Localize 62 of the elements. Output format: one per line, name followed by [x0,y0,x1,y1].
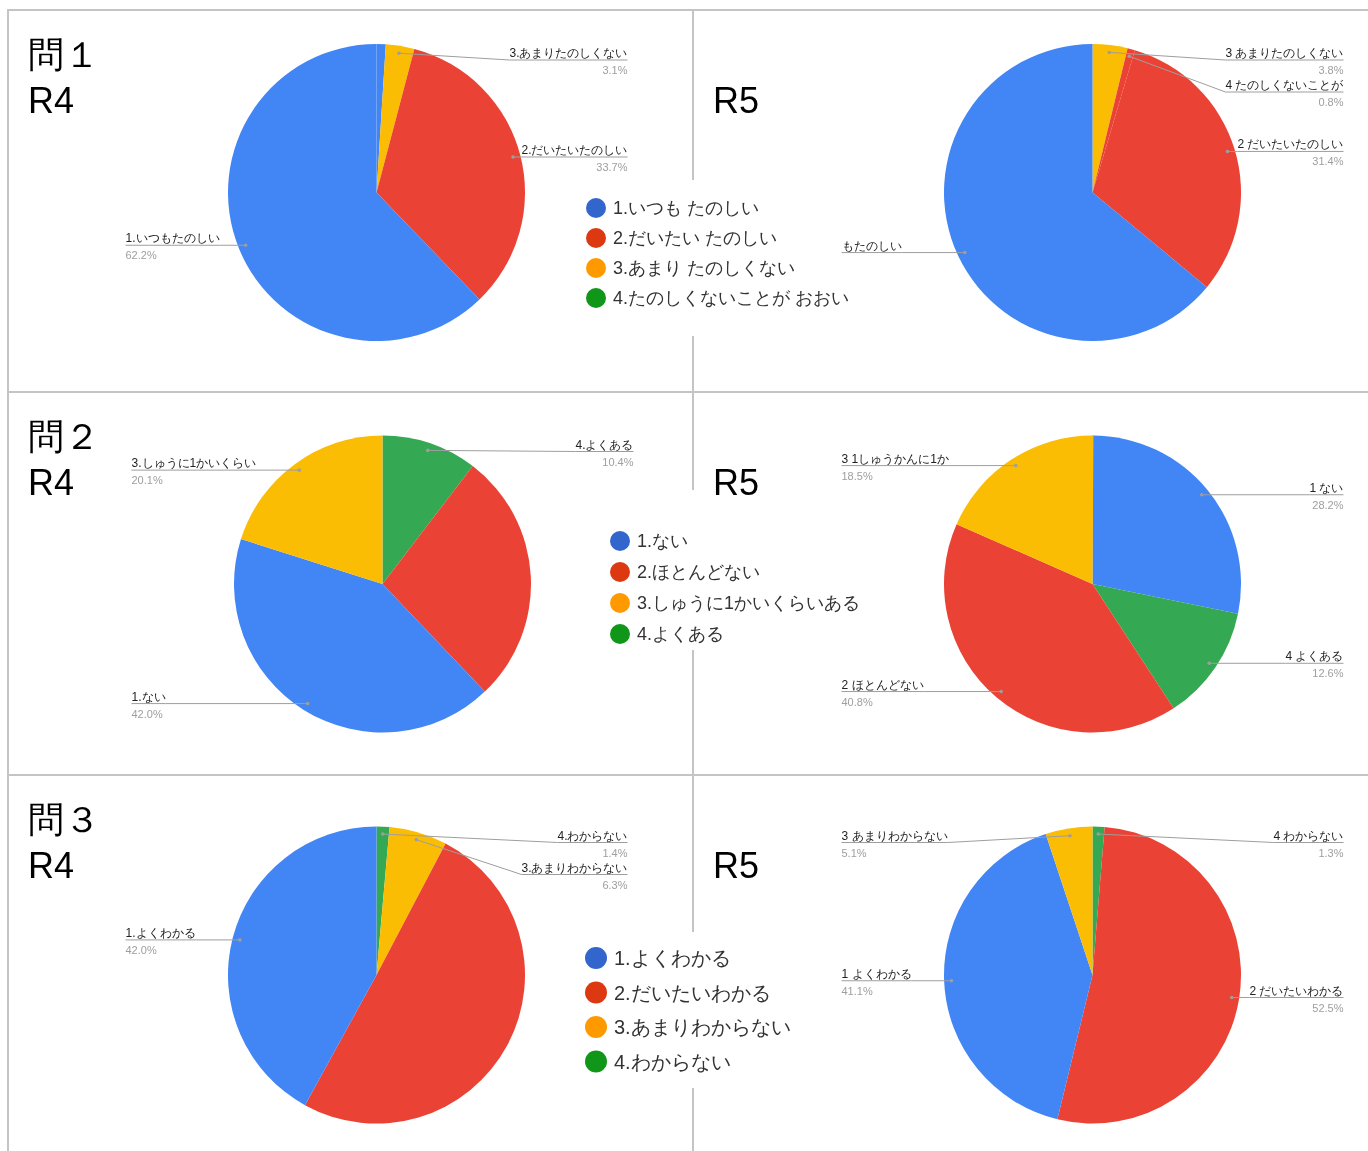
data-label: 31.4% [1312,155,1344,168]
slice-label: 4 わからない [1273,828,1344,843]
slice-label: 3.あまりわからない [521,860,628,875]
text: R5 [713,462,760,503]
data-label: 6.3% [602,878,628,891]
data-label: 5.1% [841,846,867,859]
data-label: 33.7% [596,160,628,173]
legend-label: 4.よくある [637,624,725,645]
text: R4 [28,462,75,503]
slice-label: 3 1しゅうかんに1か [841,451,949,466]
slice-label: 4 よくある [1285,649,1344,664]
legend-label: 1.よくわかる [614,947,731,970]
slice-label: 4 たのしくないことが [1225,78,1345,92]
slice-label: もたのしい [841,238,902,253]
legend-label: 2.ほとんどない [637,562,761,583]
legend-label: 3.しゅうに1かいくらいある [637,593,861,614]
data-label: 41.1% [841,984,873,997]
data-label: 10.4% [602,455,634,468]
data-label: 52.5% [1312,1001,1344,1014]
slice-label: 2 だいたいたのしい [1237,137,1344,152]
data-label: 40.8% [841,695,873,708]
legend-label: 1.ない [637,531,689,552]
data-label: 3.1% [602,64,628,76]
data-label: 1.4% [602,846,628,859]
slice-label: 1 よくわかる [841,966,912,981]
slice-label: 2.だいたいたのしい [521,142,628,157]
text: R4 [28,845,75,886]
data-label: 1.3% [1318,846,1344,859]
slice-label: 1 ない [1309,480,1344,495]
chart-title: 問１ [28,34,100,75]
data-label: 0.8% [1318,96,1344,108]
slice-label: 3 あまりたのしくない [1225,46,1344,60]
slice-label: 3.あまりたのしくない [509,46,628,60]
legend-label: 2.だいたい たのしい [613,228,778,249]
legend-label: 4.わからない [614,1050,731,1073]
slice-label: 4.よくある [575,437,634,452]
legend-label: 4.たのしくないことが おおい [613,288,850,309]
legend-label: 3.あまりわからない [614,1016,791,1039]
slice-label: 1.ない [131,689,166,704]
text: R4 [28,80,75,121]
chart-title: 問２ [28,416,100,457]
slice-label: 1.よくわかる [125,925,196,940]
chart-title: 問３ [28,799,100,840]
data-label: 62.2% [125,249,157,262]
slice-label: 2 だいたいわかる [1249,983,1344,998]
slice-label: 3 あまりわからない [841,828,948,843]
data-label: 28.2% [1312,498,1344,511]
legend-label: 3.あまり たのしくない [613,258,796,279]
slice-label: 2 ほとんどない [841,677,924,692]
slice-label: 4.わからない [557,828,628,843]
text: R5 [713,80,760,121]
text: R5 [713,845,760,886]
data-label: 20.1% [131,474,163,487]
data-label: 3.8% [1318,64,1344,76]
legend-label: 2.だいたいわかる [614,981,771,1004]
data-label: 42.0% [131,707,163,720]
slice-label: 1.いつもたのしい [125,231,220,246]
slice-label: 3.しゅうに1かいくらい [131,456,257,471]
data-label: 18.5% [841,469,873,482]
data-label: 12.6% [1312,667,1344,680]
legend-label: 1.いつも たのしい [613,198,760,219]
data-label: 42.0% [125,943,157,956]
